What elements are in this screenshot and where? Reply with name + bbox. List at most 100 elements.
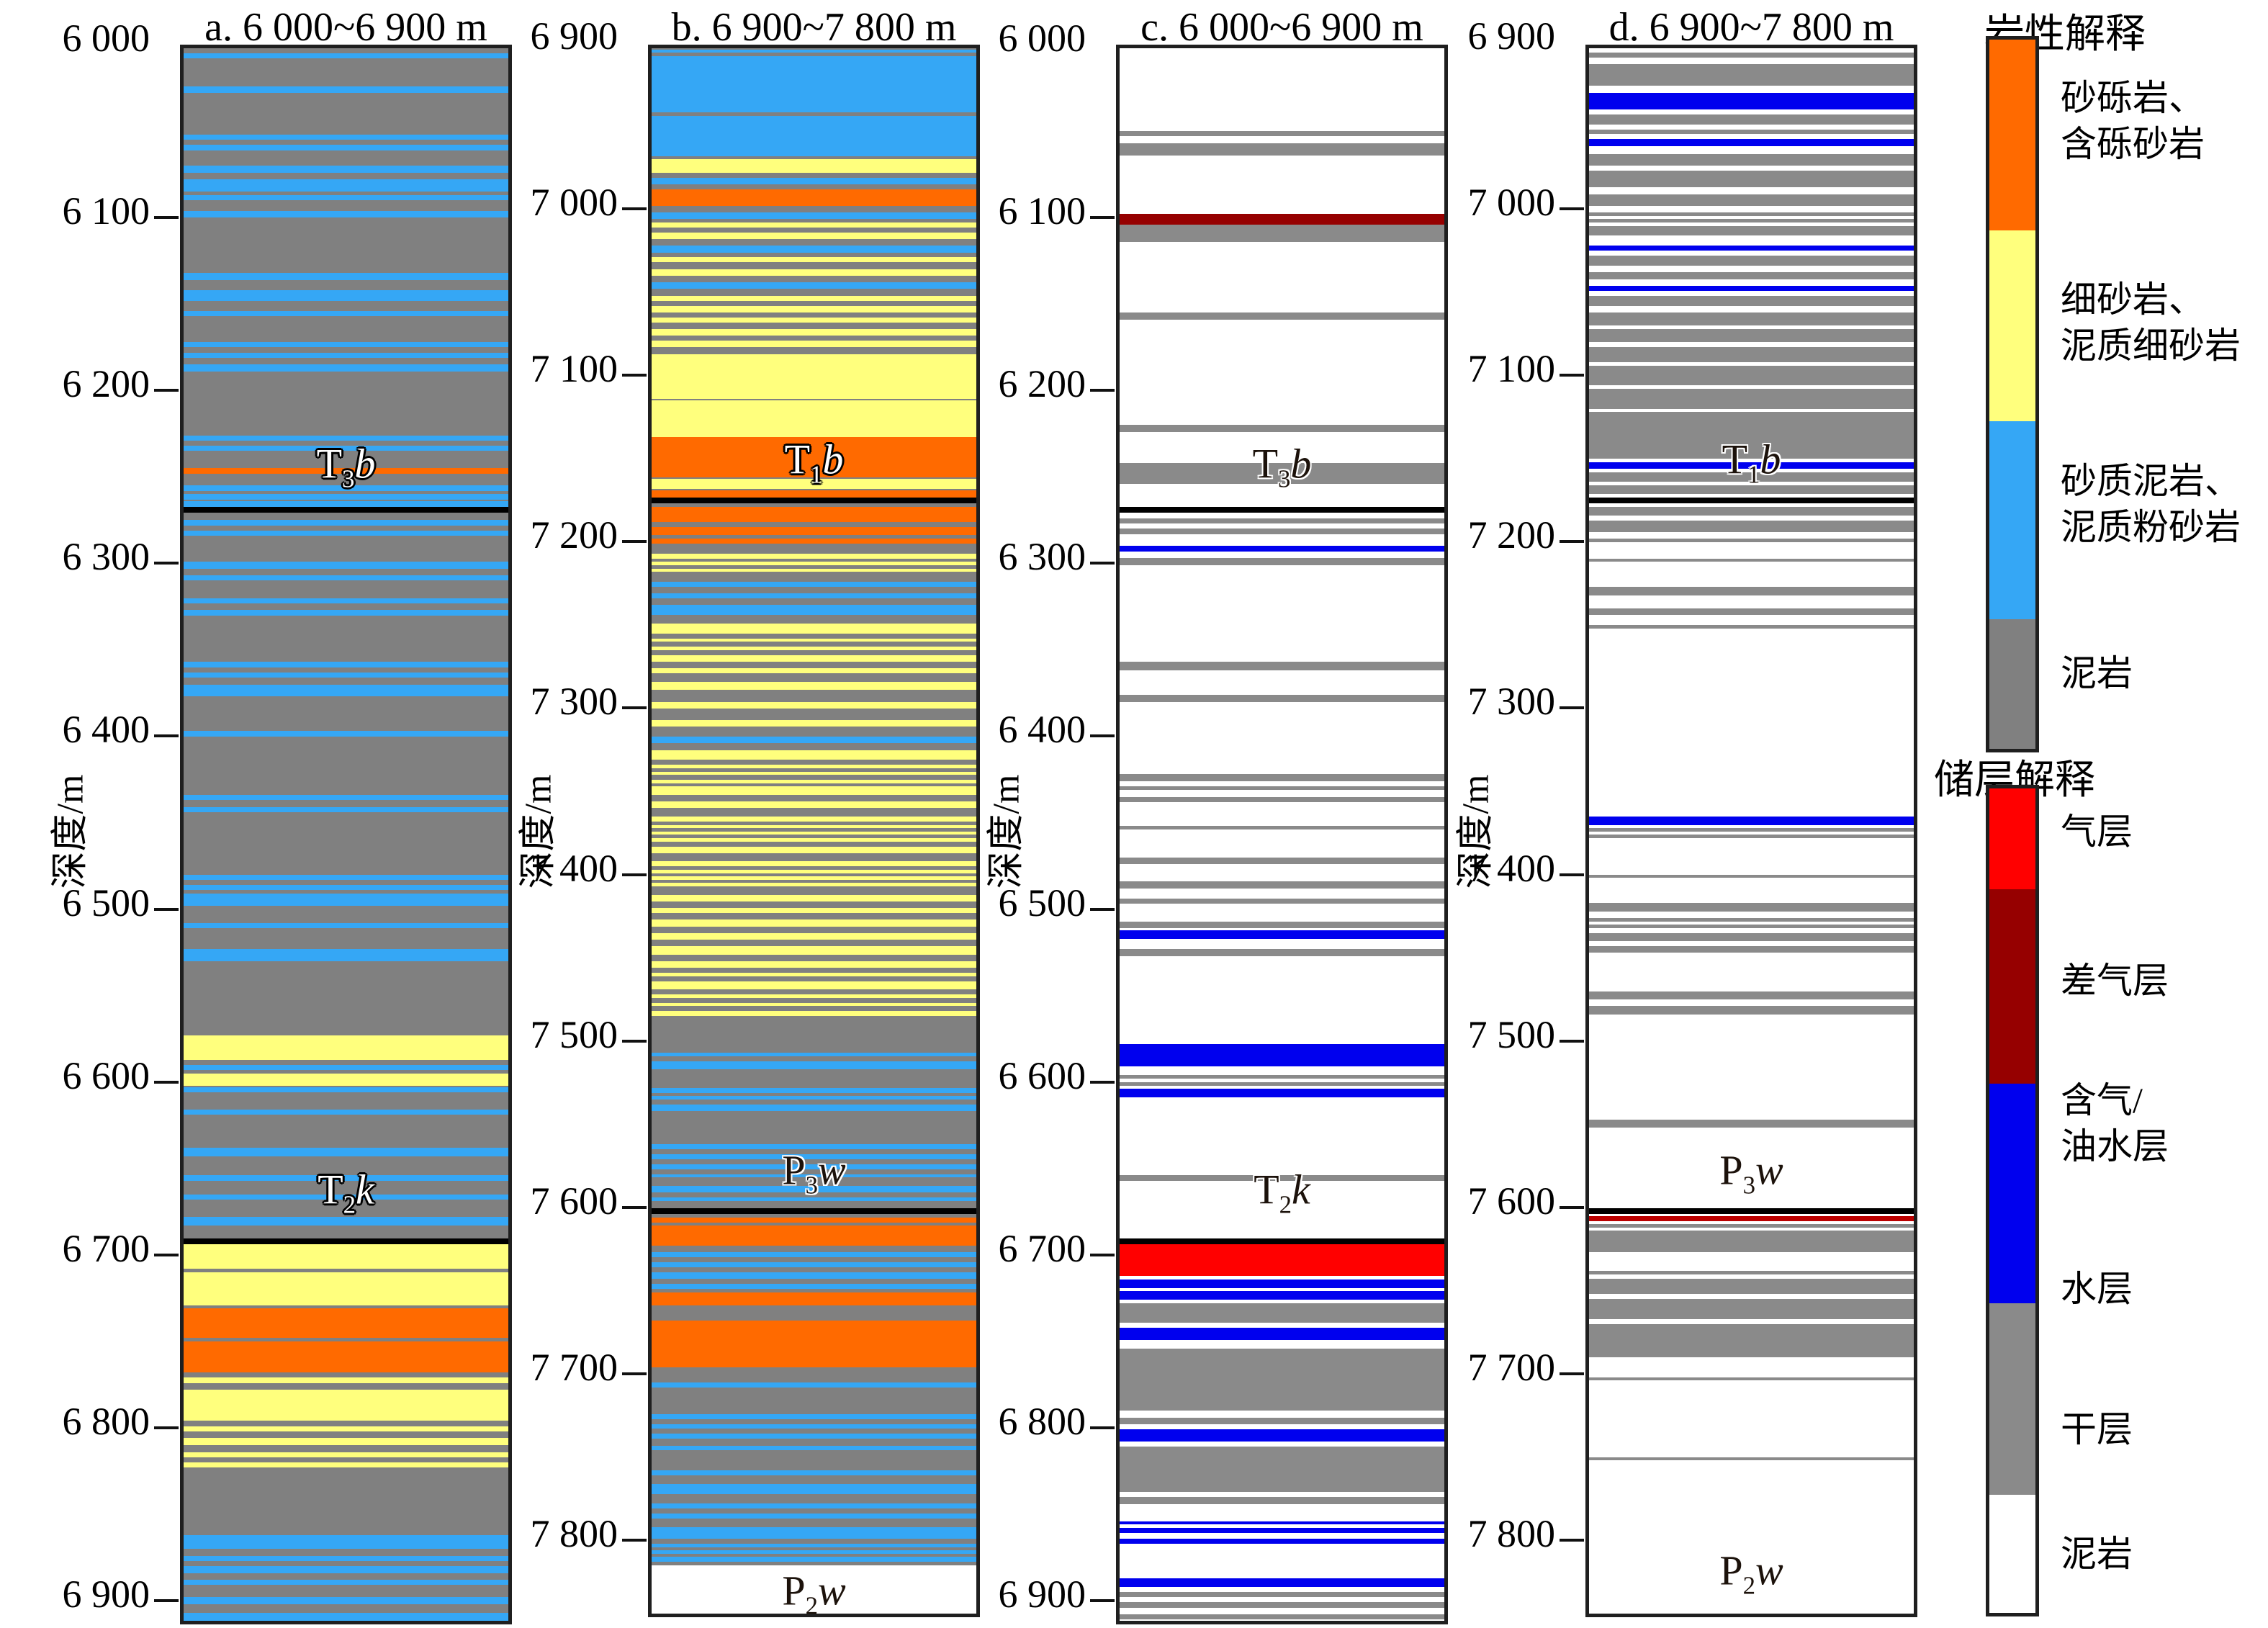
tick-mark [154,1253,179,1256]
stripe-lith_blue [652,116,976,156]
stripe-lith_blue [184,53,508,59]
stripe-res_gray [1120,312,1444,320]
tick-mark [1090,1598,1115,1602]
depth-label: 7 000 [1467,181,1556,225]
stripe-lith_yellow [652,780,976,783]
stripe-res_gray [1120,131,1444,137]
stripe-lith_blue [652,55,976,113]
stripe-lith_blue [184,1566,508,1573]
tick-mark [1090,734,1115,738]
stripe-res_gray [1589,932,1914,942]
formation-label-T3b: T3b [317,440,376,494]
stripe-lith_blue [184,684,508,697]
tick-mark [1560,1205,1584,1209]
stripe-lith_blue [652,1174,976,1178]
stripe-res_gray [1120,1075,1444,1079]
stripe-lith_yellow [652,623,976,634]
stripe-lith_yellow [652,876,976,880]
stripe-lith_yellow [652,655,976,662]
stripe-res_blue [1589,462,1914,469]
stripe-res_gray [1589,256,1914,266]
formation-label-main: T [316,440,343,487]
tick-mark [622,207,647,211]
legend-swatch-res_red [1989,788,2035,889]
tick-mark [1090,389,1115,392]
stripe-res_gray [1589,1377,1914,1381]
legend-label-line: 油水层 [2061,1126,2169,1166]
stripe-res_blue [1589,246,1914,251]
formation-label-P3w: P3w [782,1146,845,1200]
formation-label-main: T [318,1166,343,1214]
stripe-res_gray [1589,347,1914,363]
legend-swatch-res_blue [1989,1084,2035,1303]
stripe-res_gray [1120,1497,1444,1504]
stripe-lith_blue [184,520,508,526]
tick-mark [1560,1538,1584,1542]
legend-label-line: 含气/ [2061,1080,2143,1120]
depth-label: 7 600 [530,1179,618,1223]
boundary-line-T2k [1120,1238,1444,1244]
boundary-line-T1b [1589,497,1914,503]
stripe-res_gray [1120,694,1444,702]
stripe-res_gray [1589,1270,1914,1274]
legend-label-line: 泥岩 [2061,1534,2133,1574]
stripe-res_blue [1120,1089,1444,1098]
stripe-lith_yellow [652,961,976,968]
stripe-lith_blue [652,1382,976,1388]
stripe-res_gray [1120,518,1444,524]
stripe-res_darkred [1120,214,1444,225]
stripe-lith_blue [184,195,508,201]
stripe-lith_blue [184,795,508,801]
stripe-lith_yellow [652,824,976,829]
formation-label-main: T [784,436,811,483]
stripe-lith_yellow [652,831,976,835]
stripe-lith_yellow [184,1377,508,1383]
stripe-lith_blue [652,737,976,744]
stripe-lith_yellow [184,1035,508,1060]
stripe-lith_yellow [652,894,976,901]
stripe-lith_blue [184,662,508,667]
depth-label: 7 100 [1467,347,1556,391]
legend-swatch-white [1989,1495,2035,1613]
tick-mark [622,1372,647,1375]
stripe-lith_yellow [184,1452,508,1457]
stripe-lith_blue [184,166,508,173]
stripe-res_gray [1589,828,1914,832]
legend-swatch-res_gray [1989,1303,2035,1495]
column-a-rect: T3b T2k [180,45,512,1624]
depth-label: 6 900 [530,14,618,58]
tick-mark [622,706,647,710]
tick-mark [1560,1372,1584,1375]
depth-label: 6 100 [62,189,150,233]
stripe-lith_blue [184,922,508,929]
stripe-res_gray [1589,212,1914,216]
stripe-lith_blue [652,1144,976,1150]
stripe-res_gray [1589,272,1914,279]
tick-mark [622,1039,647,1043]
stripe-res_blue [1120,930,1444,939]
legend-bar-lithology [1986,36,2039,752]
stripe-lith_orange [652,1292,976,1306]
stripe-lith_yellow [652,1002,976,1007]
depth-label: 6 200 [62,362,150,406]
stripe-lith_blue [184,364,508,372]
stripe-res_gray [1589,903,1914,912]
legend-swatch-lith_orange [1989,40,2035,230]
stripe-res_gray [1120,1348,1444,1411]
stripe-res_blue [1120,1521,1444,1525]
formation-label-main: P [1719,1547,1743,1595]
stripe-lith_blue [652,1104,976,1112]
legend-label-reservoir-2: 含气/油水层 [2061,1077,2169,1169]
stripe-lith_blue [652,1262,976,1268]
boundary-line-T1b [652,497,976,503]
tick-mark [622,374,647,377]
formation-label-P2w: P2w [1719,1547,1783,1601]
legend-label-line: 水层 [2061,1269,2133,1309]
stripe-lith_yellow [652,973,976,976]
formation-label-sub: 2 [1742,1571,1755,1600]
depth-label: 7 400 [1467,846,1556,890]
stripe-lith_orange [652,539,976,544]
stripe-res_gray [1589,171,1914,188]
depth-label: 6 800 [62,1399,150,1443]
